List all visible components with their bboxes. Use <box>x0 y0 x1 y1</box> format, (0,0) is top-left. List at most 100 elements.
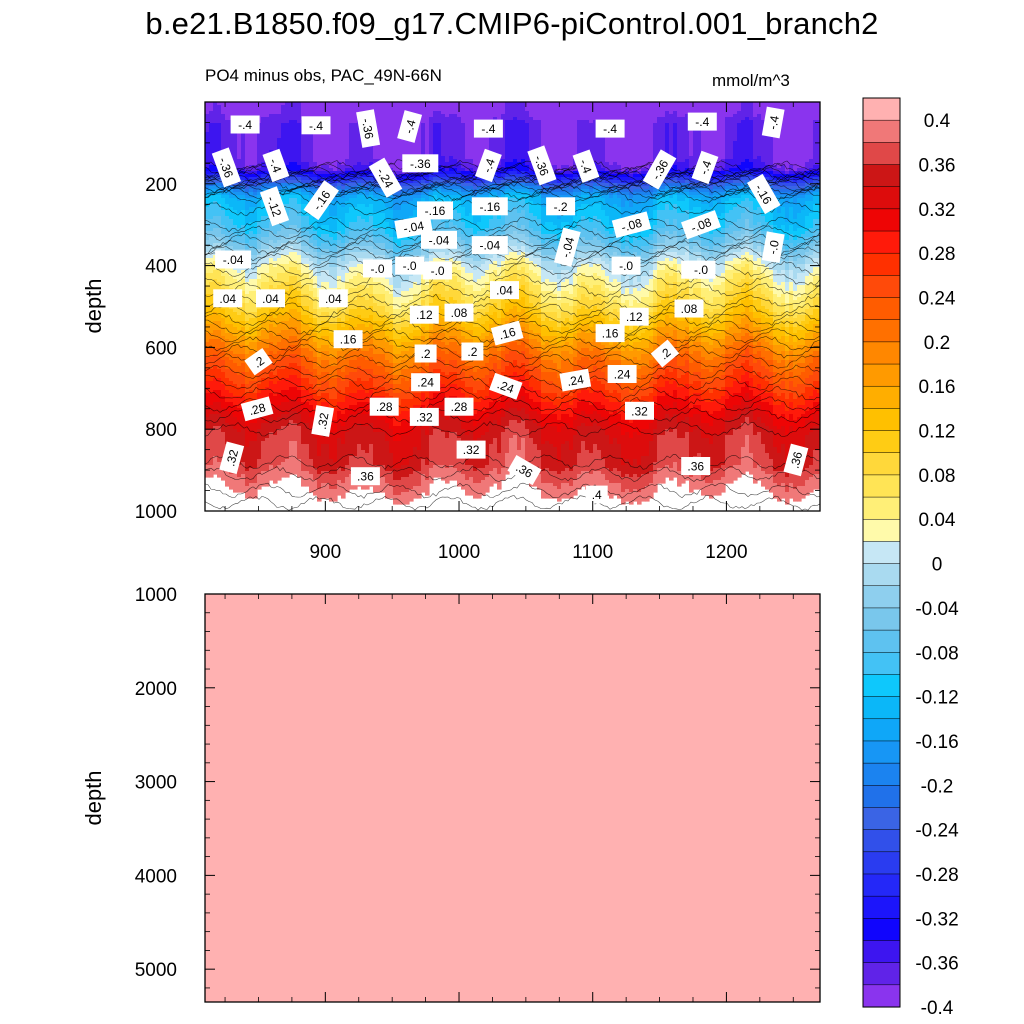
contour-label: .36 <box>350 467 380 486</box>
colorbar-box <box>862 430 901 454</box>
contour-label: -.0 <box>761 231 785 264</box>
contour-label: .16 <box>490 320 524 346</box>
contour-label: .08 <box>444 303 474 322</box>
colorbar-box <box>862 940 901 964</box>
colorbar-tick-label: 0.28 <box>919 244 956 265</box>
contour-label: -.0 <box>423 261 453 280</box>
upper-y-axis-label: depth <box>81 278 106 333</box>
contour-label: .04 <box>490 281 519 300</box>
lower-plot-frame <box>204 593 821 1003</box>
colorbar-tick-label: -0.32 <box>915 909 958 930</box>
colorbar-box <box>862 385 901 409</box>
contour-label: -.4 <box>474 148 502 183</box>
colorbar-box <box>862 585 901 609</box>
contour-label: -.4 <box>262 148 290 183</box>
colorbar-tick-label: -0.24 <box>915 821 959 842</box>
colorbar-tick-label: 0.2 <box>924 333 950 354</box>
colorbar-box <box>862 984 901 1008</box>
contour-label: -.4 <box>301 116 331 135</box>
contour-label: .24 <box>559 368 592 392</box>
contour-label: -.36 <box>402 154 439 173</box>
contour-label: -.16 <box>417 201 453 220</box>
contour-label: -.36 <box>211 147 242 188</box>
y-tick-label: 4000 <box>135 866 177 887</box>
contour-label: -.0 <box>611 256 641 275</box>
colorbar-box <box>862 474 901 498</box>
colorbar-box <box>862 674 901 698</box>
contour-label: -.04 <box>471 236 508 255</box>
colorbar-box <box>862 696 901 720</box>
y-tick-label: 3000 <box>135 773 177 794</box>
contour-label: .2 <box>650 339 680 368</box>
contour-label: .12 <box>619 307 649 326</box>
contour-label: -.4 <box>687 112 717 131</box>
contour-label: .32 <box>625 401 654 420</box>
upper-axis-ticks: 900 1000 1100 1200 200 400 600 800 1000 <box>135 102 820 563</box>
contour-label: -.4 <box>230 115 260 134</box>
contour-label: -.4 <box>761 106 785 139</box>
contour-label: -.4 <box>595 119 625 138</box>
contour-label: .36 <box>507 455 542 486</box>
colorbar-box <box>862 785 901 809</box>
contour-label: .24 <box>411 373 441 392</box>
contour-label: -.04 <box>421 230 457 249</box>
contour-label: .2 <box>244 348 273 376</box>
y-tick-label: 200 <box>145 175 177 196</box>
colorbar-tick-label: -0.16 <box>915 732 958 753</box>
upper-contour-fill <box>205 102 820 505</box>
contour-label: .32 <box>219 441 245 475</box>
colorbar-box <box>862 319 901 343</box>
x-tick-label: 1000 <box>438 542 480 563</box>
colorbar-box <box>862 762 901 786</box>
colorbar-box <box>862 452 901 476</box>
contour-label: -.4 <box>397 110 423 143</box>
colorbar-tick-label: 0.32 <box>919 200 956 221</box>
colorbar-box <box>862 851 901 875</box>
lower-field-fill <box>205 594 820 1002</box>
contour-label: .24 <box>607 365 637 383</box>
y-tick-label: 5000 <box>135 960 177 981</box>
figure-title: b.e21.B1850.f09_g17.CMIP6-piControl.001_… <box>145 6 879 41</box>
contour-label: .08 <box>674 299 704 318</box>
colorbar-box <box>862 363 901 387</box>
contour-label: -.16 <box>303 180 339 221</box>
y-tick-label: 1000 <box>135 502 177 523</box>
upper-contour-labels: -.4 -.4 -.36 -.4 -.4 -.4 -.4 -.4-.36 -.4 -.24-.36… <box>211 106 809 504</box>
contour-label: -.04 <box>215 250 252 269</box>
colorbar-tick-label: 0 <box>932 555 943 576</box>
colorbar-tick-label: -0.4 <box>921 998 954 1019</box>
lower-panel: 1000 2000 3000 4000 5000 depth <box>81 585 821 1003</box>
colorbar-tick-label: -0.04 <box>915 599 959 620</box>
lower-y-axis-label: depth <box>81 770 106 825</box>
contour-label: -.0 <box>686 260 716 279</box>
colorbar-box <box>862 408 901 432</box>
contour-label: -.0 <box>363 259 392 278</box>
upper-panel: -.4 -.4 -.36 -.4 -.4 -.4 -.4 -.4-.36 -.4 -.24-.36… <box>81 101 821 563</box>
units-label: mmol/m^3 <box>712 71 790 90</box>
colorbar-box <box>862 607 901 631</box>
colorbar-box <box>862 807 901 831</box>
colorbar-box <box>862 297 901 321</box>
contour-label: .2 <box>414 344 437 363</box>
colorbar-box <box>862 208 901 232</box>
contour-label: .36 <box>783 443 809 477</box>
contour-label: -.36 <box>527 145 557 186</box>
colorbar-box <box>862 186 901 210</box>
upper-panel-title: PO4 minus obs, PAC_49N-66N <box>205 66 442 85</box>
contour-label: .16 <box>333 330 363 349</box>
contour-label: -.36 <box>642 149 677 190</box>
colorbar-tick-label: 0.4 <box>924 111 951 132</box>
colorbar-box <box>862 895 901 919</box>
contour-label: -.4 <box>473 119 503 138</box>
colorbar-tick-label: 0.08 <box>919 466 956 487</box>
colorbar-box <box>862 718 901 742</box>
colorbar-tick-label: -0.08 <box>915 643 958 664</box>
contour-label: -.36 <box>356 109 381 148</box>
colorbar-box <box>862 563 901 587</box>
contour-label: .04 <box>213 289 243 308</box>
contour-label: .28 <box>240 396 274 422</box>
colorbar-box <box>862 142 901 166</box>
y-tick-label: 2000 <box>135 679 177 700</box>
contour-label: .04 <box>318 289 348 308</box>
